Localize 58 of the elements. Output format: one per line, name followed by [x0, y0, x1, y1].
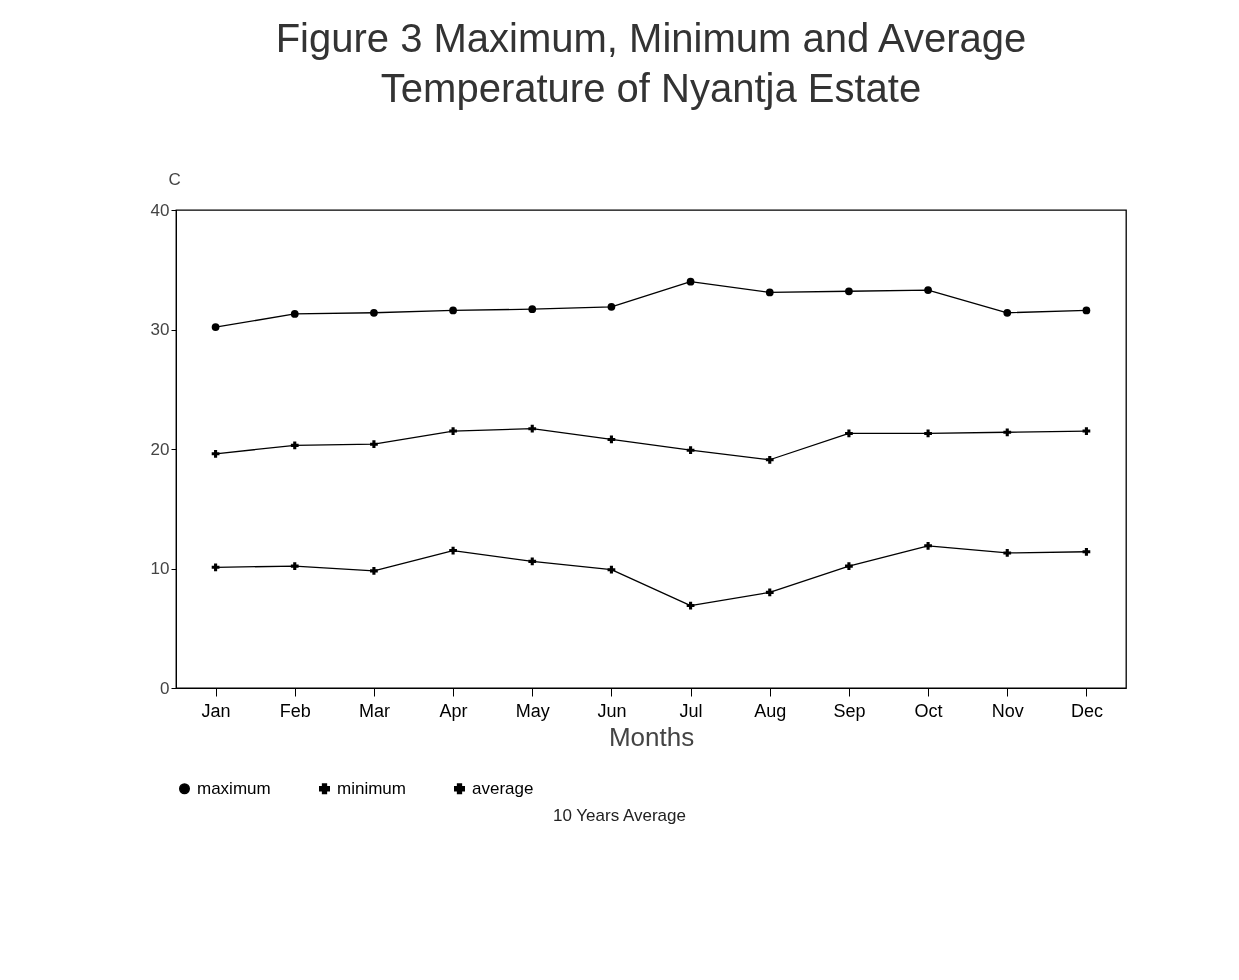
point [765, 588, 774, 597]
point [1003, 428, 1012, 437]
point [1003, 549, 1012, 557]
point [211, 449, 220, 458]
x-tick-label: Jun [597, 700, 627, 721]
x-tick-label: Apr [439, 700, 468, 721]
chart-title: Figure 3 Maximum, Minimum and Average Temperature of Nyantja Estate [275, 16, 1027, 110]
point [528, 305, 537, 314]
x-tick-label: Aug [754, 700, 787, 721]
text: 10 Years Average [552, 806, 687, 826]
y-axis-title: C [168, 169, 181, 189]
point [1082, 547, 1091, 556]
x-tick-label: May [515, 700, 550, 721]
x-tick-label: Oct [914, 700, 943, 721]
point [607, 302, 616, 311]
point [1082, 306, 1091, 315]
point [765, 455, 774, 464]
point [370, 308, 378, 317]
point [211, 323, 220, 331]
x-tick-label: Sep [833, 700, 866, 721]
x-tick-label: Nov [991, 700, 1024, 721]
point [290, 441, 299, 450]
legend-label: maximum [197, 778, 271, 798]
y-tick-label: 0 [160, 678, 170, 698]
point [528, 557, 537, 566]
point [845, 562, 853, 570]
point [924, 286, 932, 294]
point [449, 427, 457, 435]
point [1003, 308, 1012, 317]
x-axis-title: Months [608, 721, 695, 752]
x-tick-label: Mar [358, 700, 390, 721]
legend-label: average [472, 778, 534, 798]
x-tick-label: Dec [1070, 700, 1103, 721]
point [765, 288, 774, 297]
point [528, 424, 537, 433]
y-tick-label: 10 [150, 559, 170, 578]
point [370, 440, 378, 449]
point [924, 429, 932, 438]
legend-label: minimum [337, 778, 406, 798]
point [686, 277, 695, 286]
point [370, 567, 378, 575]
x-tick-label: Jan [201, 700, 231, 721]
y-tick-label: 40 [150, 200, 170, 220]
point [924, 541, 932, 550]
point [290, 310, 299, 318]
point [449, 546, 457, 555]
point [686, 446, 695, 455]
point [449, 306, 457, 315]
point [607, 565, 616, 574]
point [290, 562, 299, 570]
point [845, 287, 853, 296]
x-tick-label: Jul [679, 700, 703, 721]
point [1082, 427, 1091, 435]
point [211, 563, 220, 572]
y-tick-label: 30 [150, 320, 170, 339]
point [845, 429, 853, 438]
y-tick-label: 20 [150, 439, 170, 459]
x-tick-label: Feb [279, 700, 311, 721]
